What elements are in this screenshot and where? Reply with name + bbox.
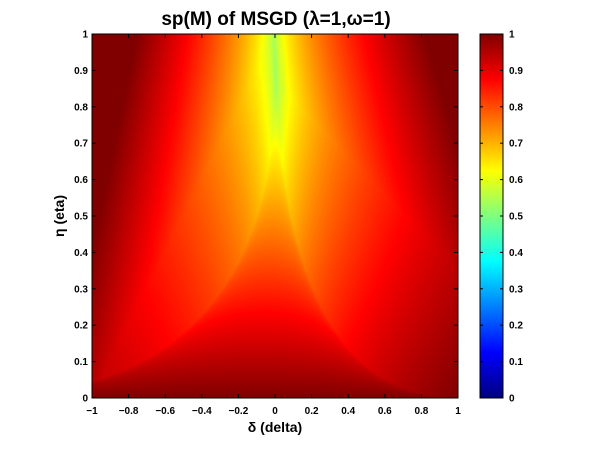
colorbar-tick-label: 0.1 bbox=[509, 357, 523, 368]
x-tick-label: 0 bbox=[272, 406, 278, 417]
heatmap-image bbox=[92, 34, 458, 398]
y-tick-label: 0.6 bbox=[74, 175, 88, 186]
colorbar-tick-label: 0 bbox=[509, 394, 515, 405]
x-axis: −1 −0.8 −0.6 −0.4 −0.2 0 0.2 0.4 0.6 0.8 1 bbox=[86, 34, 461, 417]
y-tick-label: 0.1 bbox=[74, 357, 88, 368]
colorbar: 0 0.1 0.2 0.3 0.4 0.5 0.6 0.7 0.8 0.9 1 bbox=[479, 30, 523, 405]
x-axis-label: δ (delta) bbox=[248, 419, 302, 435]
y-tick-label: 0 bbox=[82, 394, 88, 405]
x-tick-label: −0.2 bbox=[229, 406, 249, 417]
x-tick-label: 1 bbox=[455, 406, 461, 417]
y-axis: 0 0.1 0.2 0.3 0.4 0.5 0.6 0.7 0.8 0.9 1 bbox=[74, 30, 458, 405]
y-tick-label: 0.3 bbox=[74, 284, 88, 295]
y-tick-label: 0.4 bbox=[74, 248, 88, 259]
colorbar-tick-label: 0.8 bbox=[509, 102, 523, 113]
y-axis-label: η (eta) bbox=[51, 195, 67, 237]
colorbar-tick-label: 0.5 bbox=[509, 212, 523, 223]
colorbar-tick-label: 0.2 bbox=[509, 321, 523, 332]
x-tick-label: −0.6 bbox=[155, 406, 175, 417]
colorbar-tick-label: 0.9 bbox=[509, 66, 523, 77]
x-tick-label: −0.4 bbox=[192, 406, 212, 417]
y-tick-label: 1 bbox=[82, 30, 88, 41]
y-tick-label: 0.9 bbox=[74, 66, 88, 77]
colorbar-tick-label: 0.3 bbox=[509, 284, 523, 295]
x-tick-label: 0.4 bbox=[341, 406, 355, 417]
chart-title: sp(M) of MSGD (λ=1,ω=1) bbox=[161, 9, 390, 30]
x-tick-label: 0.2 bbox=[305, 406, 319, 417]
y-tick-label: 0.8 bbox=[74, 102, 88, 113]
y-tick-label: 0.2 bbox=[74, 321, 88, 332]
x-tick-label: −0.8 bbox=[119, 406, 139, 417]
x-tick-label: 0.8 bbox=[414, 406, 428, 417]
y-tick-label: 0.5 bbox=[74, 212, 88, 223]
colorbar-tick-label: 0.6 bbox=[509, 175, 523, 186]
colorbar-axis: 0 0.1 0.2 0.3 0.4 0.5 0.6 0.7 0.8 0.9 1 bbox=[480, 30, 523, 405]
heatmap-plot bbox=[91, 33, 459, 399]
x-tick-label: −1 bbox=[86, 406, 98, 417]
colorbar-tick-label: 1 bbox=[509, 30, 515, 41]
x-tick-label: 0.6 bbox=[378, 406, 392, 417]
colorbar-gradient bbox=[480, 34, 503, 398]
y-tick-label: 0.7 bbox=[74, 139, 88, 150]
colorbar-tick-label: 0.7 bbox=[509, 139, 523, 150]
colorbar-tick-label: 0.4 bbox=[509, 248, 523, 259]
